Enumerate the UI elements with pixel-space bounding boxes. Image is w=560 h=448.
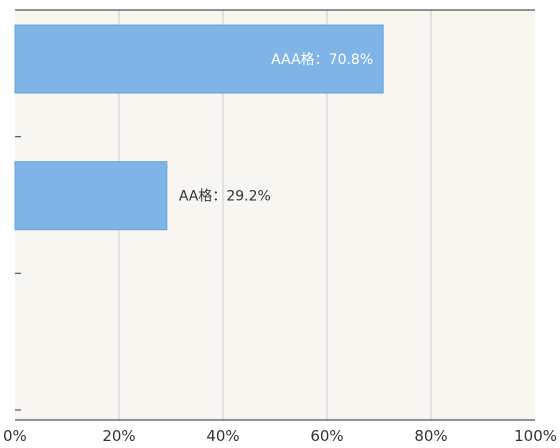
bar [14,161,168,231]
category-ticks [15,136,21,411]
x-tick-label: 80% [414,427,447,445]
bar [14,24,384,94]
x-tick-label: 20% [102,427,135,445]
x-tick-label: 100% [514,427,557,445]
x-tick-label: 60% [310,427,343,445]
x-tick-label: 40% [206,427,239,445]
bar-labels: AAA格：70.8% AA格：29.2% [179,52,373,205]
bar-data-label: AAA格：70.8% [271,52,373,68]
bar-data-label: AA格：29.2% [179,189,271,205]
bars [14,24,384,231]
x-tick-label: 0% [3,427,27,445]
x-tick-labels: 0% 20% 40% 60% 80% 100% [3,427,557,445]
